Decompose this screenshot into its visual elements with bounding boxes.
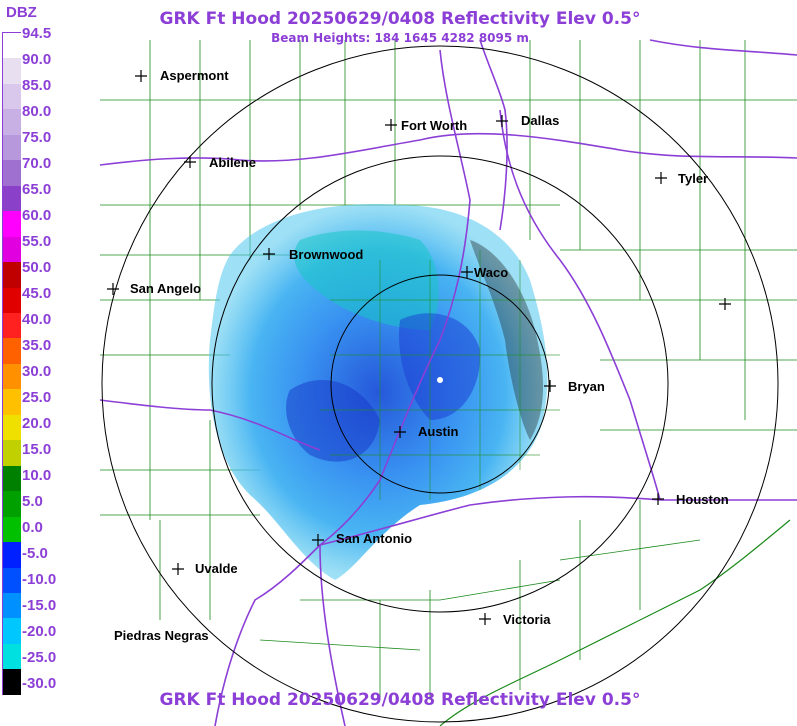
city-label: Waco xyxy=(474,265,508,280)
legend-swatch xyxy=(3,592,21,619)
city-marker-icon xyxy=(184,156,196,168)
coastline xyxy=(439,519,791,726)
legend-level-label: 70.0 xyxy=(22,155,52,172)
legend-swatch xyxy=(3,542,21,568)
legend-swatch xyxy=(3,83,21,110)
map-footer-title: GRK Ft Hood 20250629/0408 Reflectivity E… xyxy=(159,690,641,710)
legend-level-label: 50.0 xyxy=(22,259,52,276)
legend-swatch xyxy=(3,109,21,135)
legend-swatch xyxy=(3,262,21,288)
legend-swatch xyxy=(3,618,21,644)
legend-level-label: 94.5 xyxy=(22,25,52,42)
legend-level-label: -20.0 xyxy=(22,623,57,640)
city-label: Dallas xyxy=(521,113,559,128)
legend-level-label: 65.0 xyxy=(22,181,52,198)
legend-swatch xyxy=(3,389,21,415)
city-label: San Angelo xyxy=(130,281,201,296)
legend-level-label: 75.0 xyxy=(22,129,52,146)
city-marker-icon xyxy=(479,613,491,625)
county-boundary-line xyxy=(439,579,561,601)
legend-level-label: 55.0 xyxy=(22,233,52,250)
legend-level-label: 20.0 xyxy=(22,415,52,432)
city-label: Uvalde xyxy=(195,561,238,576)
legend-swatch xyxy=(3,414,21,441)
county-boundary-line xyxy=(559,539,701,561)
city-marker-icon xyxy=(107,283,119,295)
beam-heights-subtitle: Beam Heights: 184 1645 4282 8095 m xyxy=(271,31,529,45)
city-marker-icon xyxy=(719,298,731,310)
reflectivity-echoes xyxy=(208,204,548,581)
color-scale-bar xyxy=(2,32,21,695)
legend-swatch xyxy=(3,211,21,237)
city-marker-icon xyxy=(496,115,508,127)
legend-level-label: 60.0 xyxy=(22,207,52,224)
legend-level-label: 35.0 xyxy=(22,337,52,354)
radar-site-marker xyxy=(437,377,443,383)
legend-swatch xyxy=(3,160,21,186)
legend-swatch xyxy=(3,185,21,212)
range-rings xyxy=(101,45,779,723)
legend-level-label: 30.0 xyxy=(22,363,52,380)
city-label: Aspermont xyxy=(160,68,229,83)
city-marker-icon xyxy=(652,493,664,505)
legend-swatch xyxy=(3,312,21,339)
city-label: Brownwood xyxy=(289,247,363,262)
city-marker-icon xyxy=(544,380,556,392)
city-marker-icon xyxy=(655,172,667,184)
legend-swatch xyxy=(3,363,21,390)
legend-level-label: 5.0 xyxy=(22,493,43,510)
city-label: Bryan xyxy=(568,379,605,394)
city-label: Houston xyxy=(676,492,729,507)
legend-swatch xyxy=(3,491,21,517)
city-label: Fort Worth xyxy=(401,118,467,133)
city-label: Victoria xyxy=(503,612,551,627)
legend-level-label: 25.0 xyxy=(22,389,52,406)
legend-level-label: 45.0 xyxy=(22,285,52,302)
legend-level-label: -10.0 xyxy=(22,571,57,588)
legend-swatch xyxy=(3,58,21,84)
city-label: San Antonio xyxy=(336,531,412,546)
legend-swatch xyxy=(3,440,21,466)
legend-swatch xyxy=(3,643,21,670)
legend-swatch xyxy=(3,33,21,59)
legend-level-label: -25.0 xyxy=(22,649,57,666)
legend-swatch xyxy=(3,516,21,543)
legend-level-label: 90.0 xyxy=(22,51,52,68)
city-label: Abilene xyxy=(209,155,256,170)
legend-swatch xyxy=(3,465,21,492)
legend-swatch xyxy=(3,669,21,695)
city-marker-icon xyxy=(135,70,147,82)
city-label: Austin xyxy=(418,424,459,439)
city-marker-icon xyxy=(461,266,473,278)
city-marker-icon xyxy=(263,248,275,260)
legend-level-label: 0.0 xyxy=(22,519,43,536)
legend-level-label: 10.0 xyxy=(22,467,52,484)
legend-level-label: 40.0 xyxy=(22,311,52,328)
city-label: Tyler xyxy=(678,171,708,186)
legend-level-label: -5.0 xyxy=(22,545,48,562)
legend-level-label: 85.0 xyxy=(22,77,52,94)
legend-level-label: -30.0 xyxy=(22,675,57,692)
county-boundary-line xyxy=(259,639,421,651)
city-marker-icon xyxy=(394,426,406,438)
legend-unit-label: DBZ xyxy=(6,4,37,21)
legend-swatch xyxy=(3,236,21,263)
legend-swatch xyxy=(3,567,21,593)
legend-swatch xyxy=(3,287,21,313)
legend-swatch xyxy=(3,134,21,161)
city-marker-icon xyxy=(312,534,324,546)
legend-swatch xyxy=(3,338,21,364)
city-marker-icon xyxy=(172,563,184,575)
interstate-highways xyxy=(99,39,797,726)
legend-level-label: -15.0 xyxy=(22,597,57,614)
legend-level-label: 15.0 xyxy=(22,441,52,458)
city-label: Piedras Negras xyxy=(114,628,209,643)
dbz-legend: DBZ 94.5 90.0 85.0 80.0 75.0 70.0 65.0 60.0 55.0… xyxy=(0,0,100,726)
legend-level-label: 80.0 xyxy=(22,103,52,120)
map-title: GRK Ft Hood 20250629/0408 Reflectivity E… xyxy=(159,9,641,29)
city-labels: Aspermont Fort Worth Dallas Abilene Tyler Bro… xyxy=(107,68,731,643)
city-marker-icon xyxy=(385,119,397,131)
